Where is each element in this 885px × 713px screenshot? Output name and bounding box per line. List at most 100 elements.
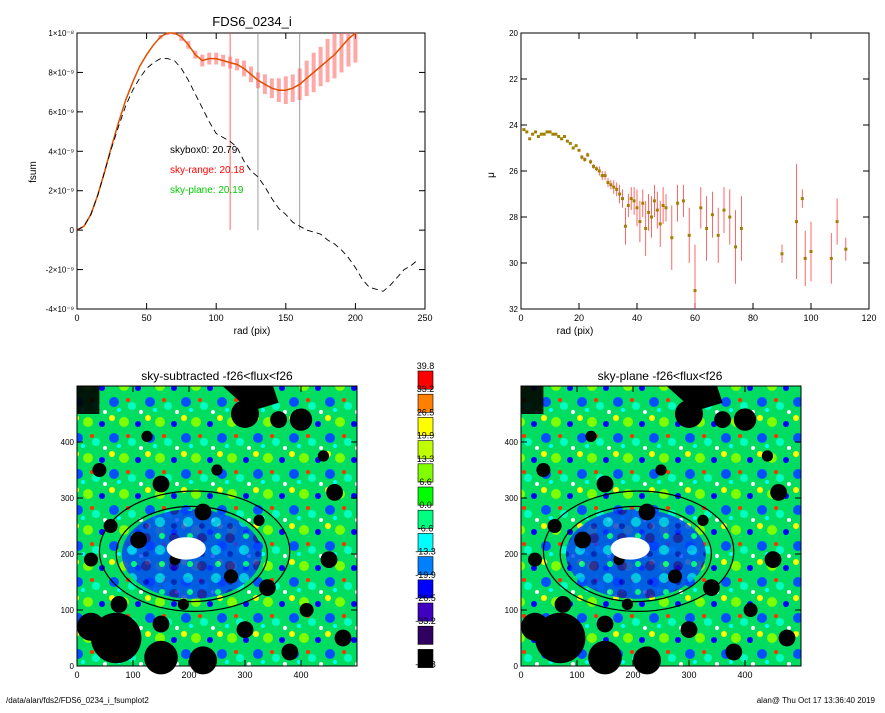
- sky-subtracted-masked-source: [144, 640, 178, 675]
- mu-point: [539, 132, 543, 136]
- mu-point: [647, 210, 651, 214]
- sky-subtracted-masked-source: [222, 386, 279, 412]
- fsum-frame: [76, 32, 426, 310]
- mu-point: [699, 206, 703, 210]
- fsum-plot: 0 50 100 150 200 250 1×10⁻⁸ 8×10⁻⁹ 6×10⁻⁹ 4×10⁻⁹ 2…: [46, 29, 433, 323]
- mu-point: [615, 187, 619, 191]
- colorbar-label: -39.8: [415, 659, 436, 669]
- colorbar-swatch: [417, 509, 434, 529]
- mu-point: [626, 204, 630, 207]
- colorbar-label: -6.6: [418, 523, 434, 533]
- colorbar-swatch: [417, 533, 434, 552]
- mu-point: [705, 227, 709, 230]
- mu-point: [629, 197, 633, 201]
- sky-plane-ytick-label: 400: [505, 438, 519, 447]
- sky-plane-masked-source: [528, 552, 542, 567]
- sky-plane-masked-source: [680, 621, 698, 638]
- footer-timestamp: alan@ Thu Oct 17 13:36:40 2019: [756, 696, 875, 705]
- fsum-ytick-label: 1×10⁻⁸: [48, 29, 74, 38]
- sky-plane-ytick-label: 300: [505, 494, 519, 503]
- colorbar-label: -13.3: [415, 547, 436, 557]
- sky-subtracted-galaxy-core: [166, 537, 206, 560]
- sky-plane-frame: [520, 385, 802, 667]
- sky-plane-masked-source: [764, 551, 782, 568]
- mu-point: [557, 135, 561, 138]
- mu-point: [592, 164, 595, 168]
- sky-subtracted-ytick-label: 100: [61, 606, 75, 615]
- sky-plane-inner-ellipse: [559, 505, 713, 603]
- mu-point: [597, 169, 601, 173]
- sky-subtracted-ytick-label: 0: [70, 662, 75, 671]
- colorbar-swatch: [417, 486, 434, 506]
- mu-point: [609, 183, 613, 187]
- sky-subtracted-masked-source: [281, 643, 299, 661]
- sky-plane-masked-source: [655, 464, 667, 476]
- sky-subtracted-inner-ellipse: [115, 505, 269, 603]
- sky-subtracted-masked-source: [152, 475, 170, 493]
- mu-point: [803, 256, 807, 260]
- sky-plane-masked-source: [666, 386, 723, 412]
- mu-point: [844, 247, 848, 251]
- fsum-ytick-label: -4×10⁻⁹: [46, 305, 74, 314]
- colorbar-label: 6.6: [419, 477, 432, 487]
- sky-subtracted-masked-source: [320, 551, 338, 568]
- colorbar-swatch: [417, 602, 434, 622]
- sky-plane-masked-source: [668, 569, 682, 584]
- mu-point: [638, 220, 642, 224]
- mu-point: [606, 181, 610, 184]
- mu-xtick-label: 120: [861, 313, 876, 323]
- sky-plane-masked-source: [588, 640, 622, 675]
- sky-plane-masked-source: [714, 411, 731, 428]
- colorbar-swatch: [417, 625, 434, 645]
- mu-point: [600, 174, 604, 178]
- mu-point: [563, 135, 566, 138]
- mu-point: [739, 227, 743, 230]
- sky-plane-masked-source: [761, 450, 774, 462]
- sky-plane-masked-source: [547, 519, 562, 533]
- mu-point: [650, 215, 653, 219]
- colorbar-label: -33.2: [415, 616, 436, 626]
- sky-plane-masked-source: [554, 596, 572, 613]
- sky-subtracted-masked-source: [236, 621, 254, 638]
- mu-point: [835, 220, 839, 224]
- sky-subtracted-masked-source: [130, 531, 148, 549]
- fsum-xtick-label: 50: [142, 313, 152, 323]
- mu-ytick-label: 32: [509, 305, 518, 314]
- sky-subtracted-outer-ellipse: [98, 490, 291, 613]
- mu-point: [542, 132, 546, 136]
- mu-point: [652, 199, 656, 203]
- mu-point: [829, 256, 833, 260]
- colorbar-swatch: [417, 440, 434, 460]
- sky-subtracted-masked-source: [224, 569, 238, 584]
- sky-subtracted-masked-source: [189, 646, 217, 675]
- fsum-ytick-label: 0: [70, 226, 75, 235]
- mu-ytick-label: 26: [509, 167, 518, 176]
- colorbar-swatch: [417, 579, 434, 599]
- mu-ytick-label: 22: [509, 75, 518, 84]
- sky-subtracted-masked-source: [259, 579, 276, 596]
- colorbar-swatch: [417, 370, 434, 390]
- sky-subtracted-masked-source: [253, 514, 265, 527]
- sky-plane-xtick-label: 200: [625, 670, 640, 680]
- mu-point: [618, 192, 622, 196]
- sky-subtracted-xtick-label: 0: [74, 670, 79, 680]
- mu-ylabel: μ: [486, 172, 497, 178]
- sky-subtracted-masked-source: [110, 596, 128, 613]
- mu-point: [670, 236, 674, 240]
- sky-plane-xtick-label: 300: [681, 670, 696, 680]
- fsum-xlabel: rad (pix): [234, 326, 271, 337]
- mu-point: [661, 204, 665, 207]
- sky-subtracted-frame: [76, 385, 358, 667]
- fsum-xtick-label: 200: [348, 313, 363, 323]
- colorbar-label: 13.3: [417, 454, 435, 464]
- sky-subtracted-masked-source: [77, 386, 100, 414]
- mu-point: [612, 185, 616, 189]
- sky-subtracted-xtick-label: 100: [125, 670, 140, 680]
- fsum-ytick-label: 6×10⁻⁹: [48, 108, 74, 117]
- mu-point: [554, 132, 558, 136]
- mu-point: [632, 199, 636, 203]
- mu-point: [728, 215, 732, 219]
- mu-point: [734, 245, 738, 249]
- mu-point: [681, 199, 685, 203]
- mu-point: [583, 158, 587, 161]
